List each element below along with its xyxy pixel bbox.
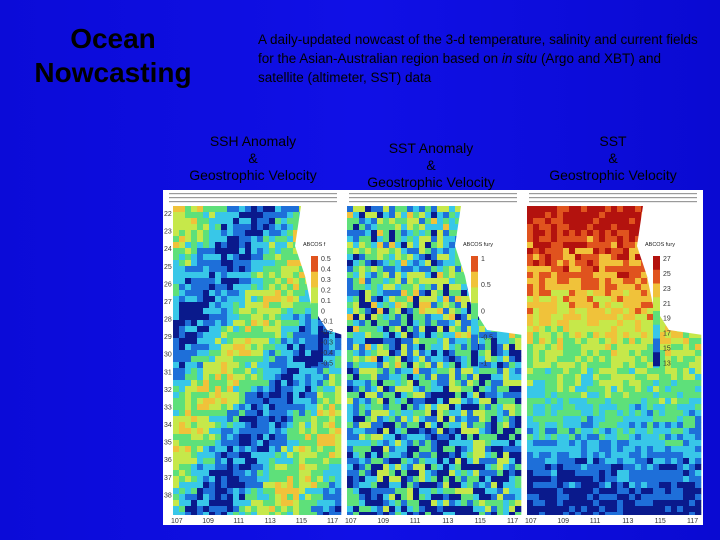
colorbar-tick-label: 0.1 bbox=[321, 298, 331, 305]
lat-tick-label: 27 bbox=[164, 299, 172, 306]
lat-tick-label: 33 bbox=[164, 404, 172, 411]
colorbar-tick-label: 0.4 bbox=[321, 266, 331, 273]
lon-tick-label: 109 bbox=[202, 518, 214, 525]
lon-tick-label: 113 bbox=[442, 518, 453, 525]
lon-tick-label: 117 bbox=[327, 518, 338, 525]
inset-label: ABCOS fury bbox=[463, 242, 493, 248]
lon-tick-label: 117 bbox=[687, 518, 698, 525]
lon-tick-label: 109 bbox=[557, 518, 569, 525]
lat-tick-label: 26 bbox=[164, 281, 172, 288]
map-sst-anomaly: 1 0.5 0 -0.5 -1 ABCOS fury 107 109 111 113 115 117 bbox=[343, 190, 523, 525]
map-sst-canvas: 27 25 23 21 19 17 15 13 ABCOS fury 107 109 111 113 11… bbox=[523, 190, 703, 525]
panel-label-sst-anomaly: SST Anomaly & Geostrophic Velocity bbox=[346, 140, 516, 191]
panel-label-sst-anomaly-amp: & bbox=[426, 157, 436, 173]
colorbar-tick-label: 25 bbox=[663, 271, 671, 278]
lat-tick-label: 36 bbox=[164, 457, 172, 464]
colorbar-tick-label: 19 bbox=[663, 316, 671, 323]
colorbar-tick-label: 0.5 bbox=[481, 282, 491, 289]
panel-label-ssh-line1: SSH Anomaly bbox=[209, 133, 297, 149]
colorbar-tick-label: -0.3 bbox=[321, 340, 333, 347]
panel-label-sst-line2: Geostrophic Velocity bbox=[549, 167, 677, 183]
lat-tick-label: 34 bbox=[164, 422, 172, 429]
colorbar-tick-label: 27 bbox=[663, 256, 671, 263]
lon-tick-label: 109 bbox=[377, 518, 389, 525]
colorbar-tick-label: 0 bbox=[481, 308, 485, 315]
colorbar-tick-label: -0.5 bbox=[321, 361, 333, 368]
lat-tick-label: 23 bbox=[164, 229, 172, 236]
description-text-2: (Argo and XBT) and satellite (altimeter,… bbox=[258, 51, 662, 85]
lat-tick-label: 35 bbox=[164, 440, 172, 447]
colorbar-tick-label: -0.4 bbox=[321, 350, 333, 357]
description-text-1: A daily-updated nowcast of the 3-d tempe… bbox=[258, 32, 698, 66]
inset-label: ABCOS f bbox=[303, 242, 326, 248]
panel-label-sst-anomaly-line1: SST Anomaly bbox=[388, 140, 474, 156]
lat-tick-label: 31 bbox=[164, 369, 172, 376]
lon-tick-label: 107 bbox=[171, 518, 183, 525]
colorbar-tick-label: 17 bbox=[663, 331, 671, 338]
lon-tick-label: 111 bbox=[410, 518, 421, 525]
lon-tick-label: 107 bbox=[345, 518, 357, 525]
title-line-1: Ocean bbox=[70, 23, 156, 54]
lon-tick-label: 113 bbox=[265, 518, 276, 525]
lon-tick-label: 115 bbox=[655, 518, 666, 525]
panel-label-sst: SST & Geostrophic Velocity bbox=[528, 133, 698, 184]
description-italic: in situ bbox=[501, 51, 538, 66]
panel-label-ssh-amp: & bbox=[248, 150, 258, 166]
lon-tick-label: 111 bbox=[590, 518, 601, 525]
map-sst: 27 25 23 21 19 17 15 13 ABCOS fury 107 109 111 113 11… bbox=[523, 190, 703, 525]
lat-tick-label: 37 bbox=[164, 475, 172, 482]
lon-tick-label: 115 bbox=[296, 518, 307, 525]
lat-tick-label: 38 bbox=[164, 492, 172, 499]
lat-tick-label: 32 bbox=[164, 387, 172, 394]
lat-tick-label: 30 bbox=[164, 352, 172, 359]
colorbar-tick-label: -1 bbox=[481, 361, 487, 368]
panel-label-sst-line1: SST bbox=[599, 133, 627, 149]
description: A daily-updated nowcast of the 3-d tempe… bbox=[258, 30, 698, 87]
colorbar-tick-label: 21 bbox=[663, 301, 671, 308]
colorbar-tick-label: -0.1 bbox=[321, 319, 333, 326]
page-title: Ocean Nowcasting bbox=[28, 22, 198, 90]
title-line-2: Nowcasting bbox=[34, 57, 192, 88]
colorbar-tick-label: 23 bbox=[663, 286, 671, 293]
panel-label-sst-amp: & bbox=[608, 150, 618, 166]
colorbar-tick-label: 0.2 bbox=[321, 287, 331, 294]
colorbar-tick-label: 0.5 bbox=[321, 256, 331, 263]
lon-tick-label: 113 bbox=[622, 518, 633, 525]
map-panels: 0.5 0.4 0.3 0.2 0.1 0 -0.1 -0.2 -0.3 -0.4 -0.5 ABCO… bbox=[163, 190, 703, 525]
panel-label-sst-anomaly-line2: Geostrophic Velocity bbox=[367, 174, 495, 190]
map-sst-anomaly-canvas: 1 0.5 0 -0.5 -1 ABCOS fury 107 109 111 113 115 117 bbox=[343, 190, 523, 525]
colorbar-tick-label: 15 bbox=[663, 346, 671, 353]
colorbar-tick-label: -0.2 bbox=[321, 329, 333, 336]
lat-tick-label: 28 bbox=[164, 317, 172, 324]
lat-tick-label: 22 bbox=[164, 211, 172, 218]
lat-tick-label: 29 bbox=[164, 334, 172, 341]
colorbar-tick-label: 13 bbox=[663, 361, 671, 368]
colorbar-tick-label: -0.5 bbox=[481, 334, 493, 341]
panel-label-ssh-line2: Geostrophic Velocity bbox=[189, 167, 317, 183]
map-ssh-anomaly: 0.5 0.4 0.3 0.2 0.1 0 -0.1 -0.2 -0.3 -0.4 -0.5 ABCO… bbox=[163, 190, 343, 525]
lat-tick-label: 24 bbox=[164, 246, 172, 253]
map-ssh-anomaly-canvas: 0.5 0.4 0.3 0.2 0.1 0 -0.1 -0.2 -0.3 -0.4 -0.5 ABCO… bbox=[163, 190, 343, 525]
lon-tick-label: 107 bbox=[525, 518, 537, 525]
lon-tick-label: 117 bbox=[507, 518, 518, 525]
colorbar-tick-label: 0.3 bbox=[321, 277, 331, 284]
lon-tick-label: 111 bbox=[233, 518, 244, 525]
panel-label-ssh: SSH Anomaly & Geostrophic Velocity bbox=[168, 133, 338, 184]
lon-tick-label: 115 bbox=[475, 518, 486, 525]
lat-tick-label: 25 bbox=[164, 264, 172, 271]
inset-label: ABCOS fury bbox=[645, 242, 675, 248]
colorbar-tick-label: 0 bbox=[321, 308, 325, 315]
colorbar-tick-label: 1 bbox=[481, 256, 485, 263]
